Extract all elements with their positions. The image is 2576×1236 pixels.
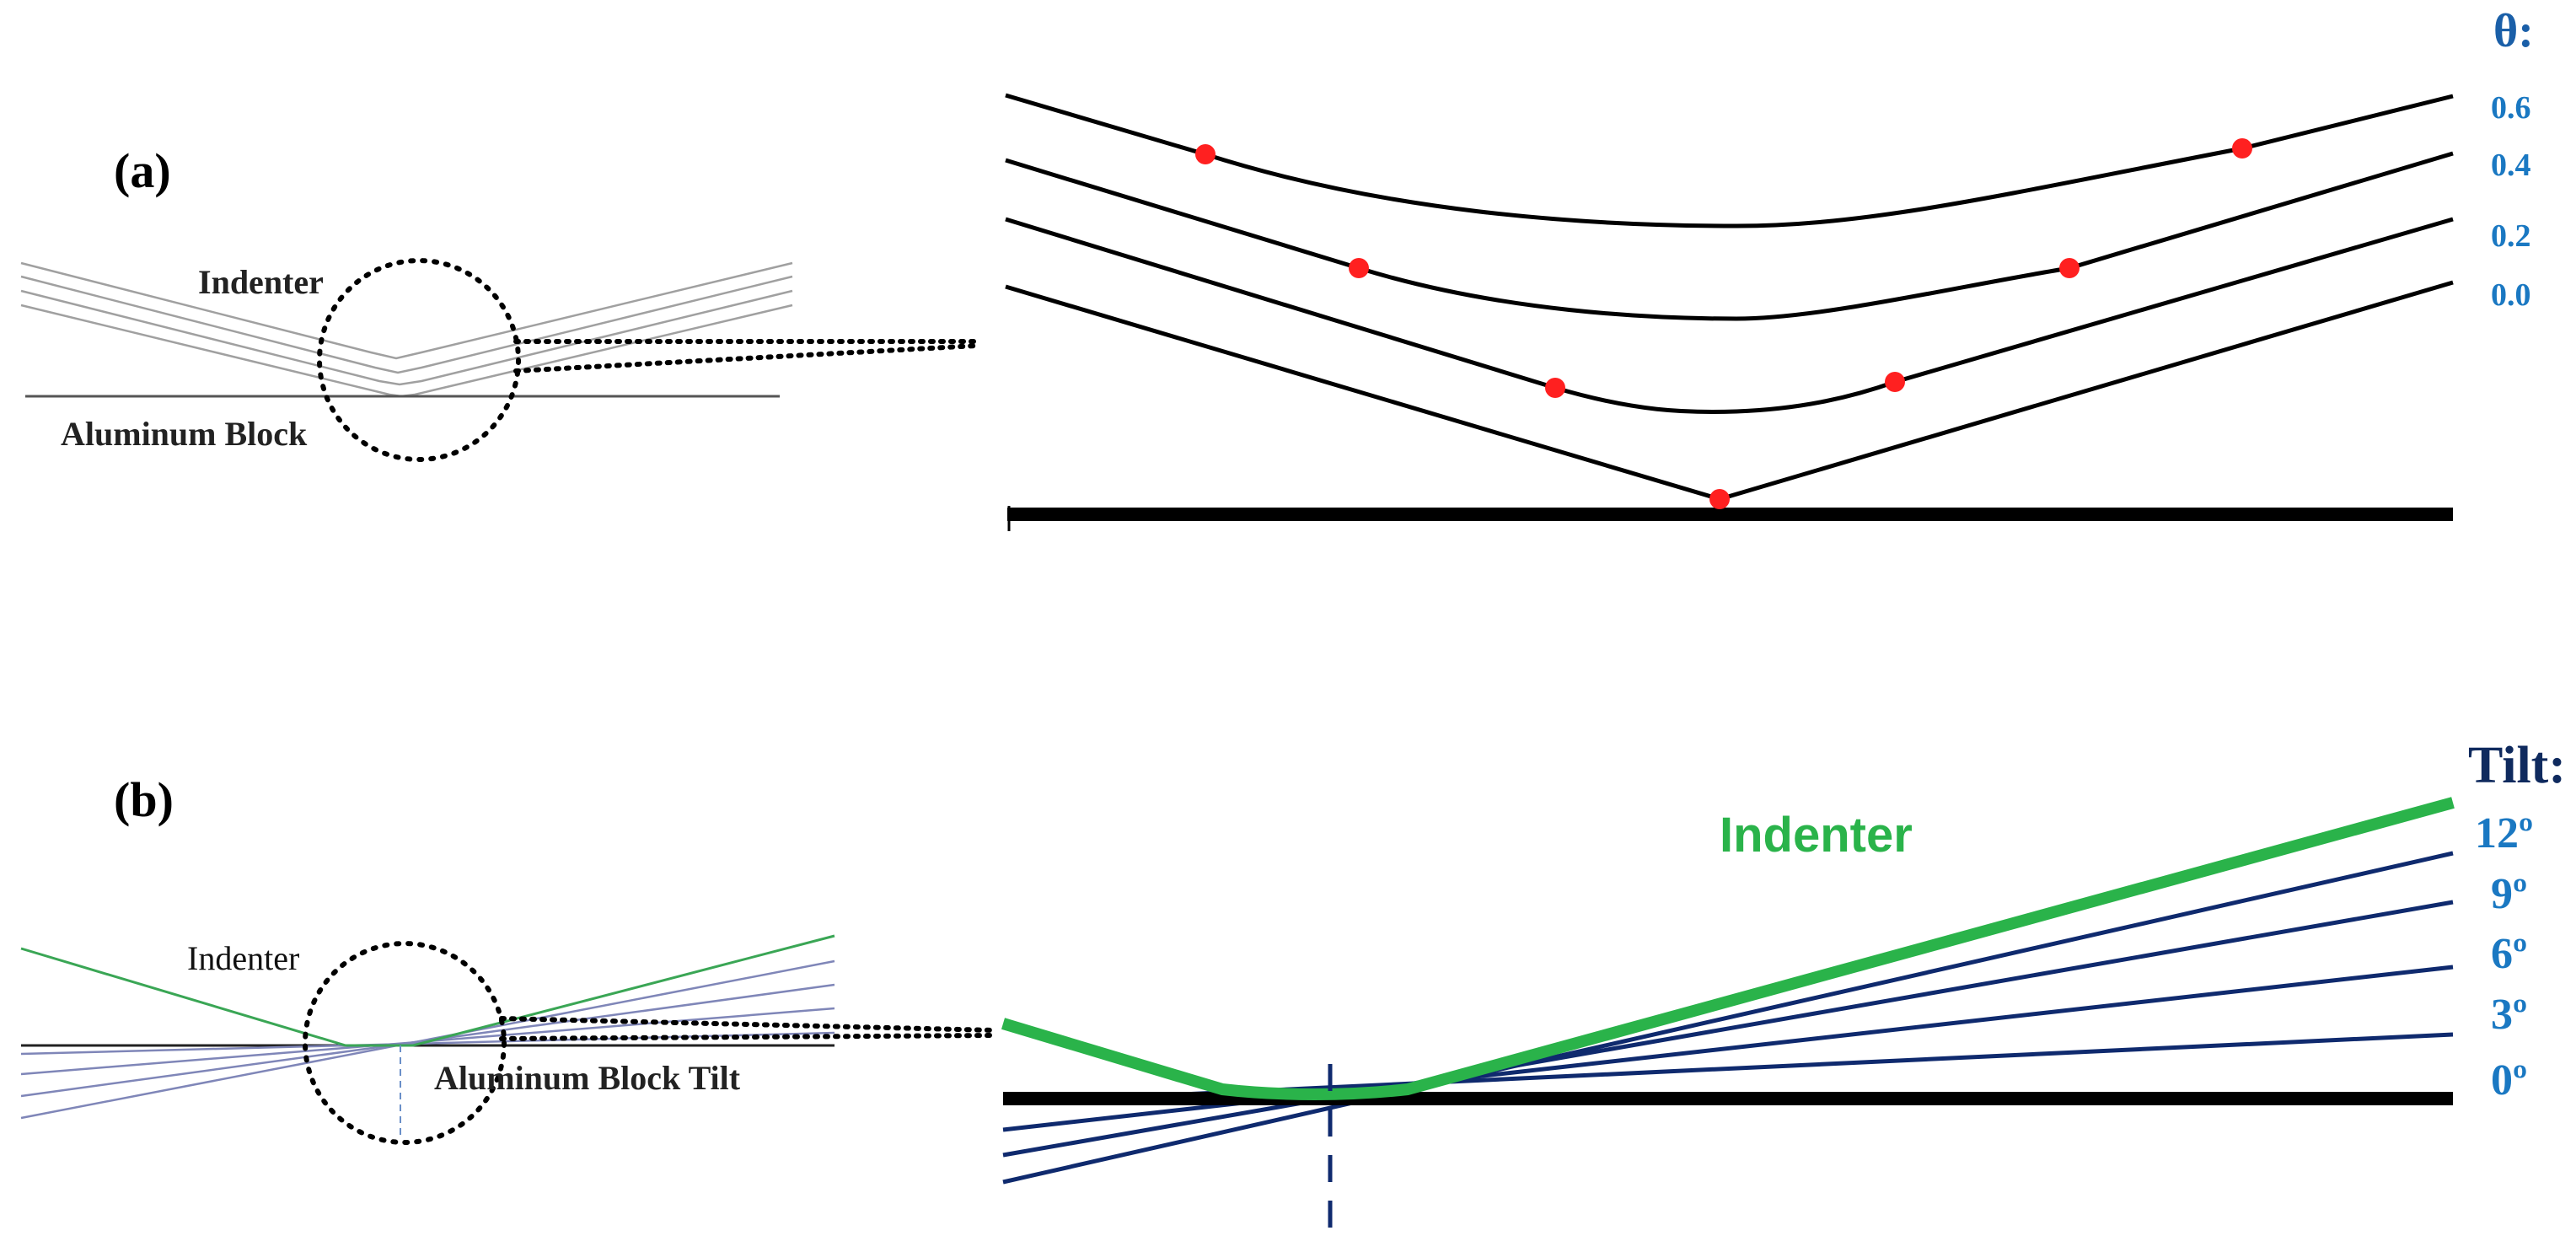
contact-point	[1545, 378, 1565, 398]
curve-theta-0.6	[1005, 93, 2454, 228]
schematic-a-indenter-label: Indenter	[198, 263, 324, 301]
legend-a-value: 0.0	[2491, 277, 2531, 313]
schematic-a-block-label: Aluminum Block	[61, 415, 308, 453]
panel-a: (a) Indenter Aluminum Block	[20, 5, 2534, 531]
zoom-connector-bottom	[513, 343, 979, 373]
contact-point	[1349, 258, 1369, 278]
schematic-b-indenter-label: Indenter	[187, 939, 299, 977]
schematic-tilt-line	[20, 1031, 835, 1056]
contact-point	[2059, 258, 2080, 278]
schematic-zoom-circle	[317, 258, 521, 462]
zoom-connector-bottom	[499, 1033, 997, 1041]
schematic-indenter-contour	[20, 275, 793, 374]
contact-point	[1195, 144, 1216, 164]
panel-b-label: (b)	[114, 772, 174, 827]
surface-bar-a	[1007, 508, 2453, 521]
panel-a-schematic: Indenter Aluminum Block	[20, 258, 979, 462]
schematic-zoom-circle	[303, 941, 507, 1145]
green-indenter-curve	[1001, 797, 2455, 1100]
panel-b-zoom: Indenter	[1001, 797, 2455, 1236]
legend-b-value: 0º	[2491, 1056, 2527, 1104]
panel-b-schematic: Indenter Aluminum Block Tilt	[20, 934, 997, 1145]
legend-a-value: 0.4	[2491, 148, 2531, 183]
schematic-tilt-line	[20, 959, 835, 1120]
tilt-line-6	[1002, 900, 2454, 1158]
curve-theta-0.4	[1005, 151, 2454, 321]
schematic-indenter-contour	[20, 289, 793, 386]
contact-point	[2232, 138, 2252, 159]
schematic-b-block-label: Aluminum Block Tilt	[434, 1059, 741, 1097]
zoom-indenter-label: Indenter	[1720, 808, 1913, 863]
panel-b: (b) Indenter Aluminum Block Tilt Ind	[20, 737, 2566, 1236]
schematic-indenter	[20, 934, 835, 1047]
legend-a-title: θ:	[2493, 5, 2534, 57]
zoom-connector-top	[499, 1016, 997, 1033]
curve-theta-0.0	[1005, 280, 2454, 502]
panel-a-zoom	[1005, 93, 2454, 531]
tilt-line-3	[1002, 965, 2454, 1132]
tilt-line-9	[1002, 851, 2454, 1185]
schematic-indenter-contour	[20, 261, 793, 360]
panel-b-legend: Tilt: 12º 9º 6º 3º 0º	[2468, 737, 2566, 1104]
legend-a-value: 0.6	[2491, 90, 2531, 126]
legend-b-value: 12º	[2475, 809, 2533, 857]
panel-a-legend: θ: 0.6 0.4 0.2 0.0	[2491, 5, 2534, 313]
contact-point	[1885, 372, 1905, 392]
legend-b-value: 6º	[2491, 930, 2527, 978]
contact-point	[1709, 489, 1730, 509]
legend-b-title: Tilt:	[2468, 737, 2566, 794]
panel-a-label: (a)	[114, 143, 171, 198]
legend-a-value: 0.2	[2491, 218, 2531, 254]
legend-b-value: 3º	[2491, 991, 2527, 1039]
legend-b-value: 9º	[2491, 870, 2527, 918]
curve-theta-0.2	[1005, 217, 2454, 415]
